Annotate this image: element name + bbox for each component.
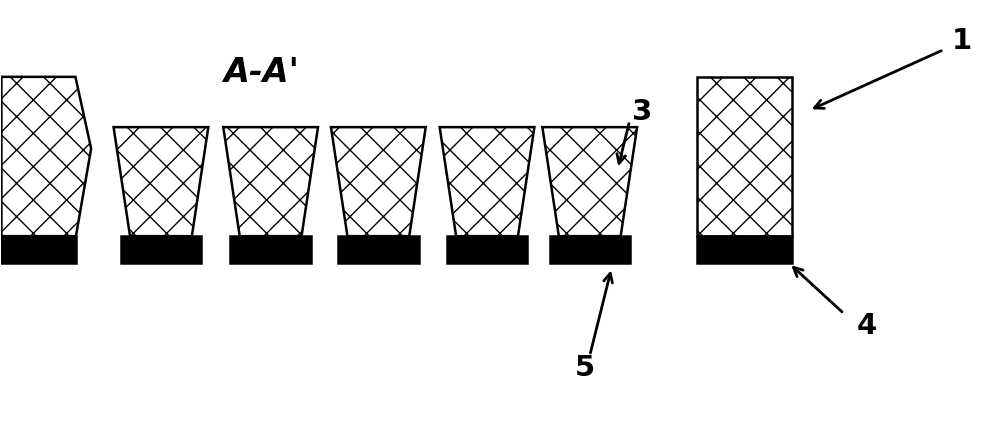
Bar: [550, 236, 630, 263]
Polygon shape: [697, 77, 792, 236]
Text: 1: 1: [952, 27, 972, 55]
Polygon shape: [440, 127, 534, 236]
Text: 4: 4: [857, 312, 877, 340]
Bar: [338, 236, 419, 263]
Bar: [1, 236, 76, 263]
Bar: [447, 236, 527, 263]
Text: 5: 5: [575, 354, 595, 382]
Text: A-A': A-A': [223, 56, 299, 89]
Bar: [697, 236, 792, 263]
Bar: [121, 236, 201, 263]
Polygon shape: [542, 127, 637, 236]
Text: 3: 3: [632, 98, 653, 127]
Polygon shape: [1, 77, 91, 236]
Polygon shape: [223, 127, 318, 236]
Bar: [230, 236, 311, 263]
Polygon shape: [331, 127, 426, 236]
Polygon shape: [114, 127, 208, 236]
